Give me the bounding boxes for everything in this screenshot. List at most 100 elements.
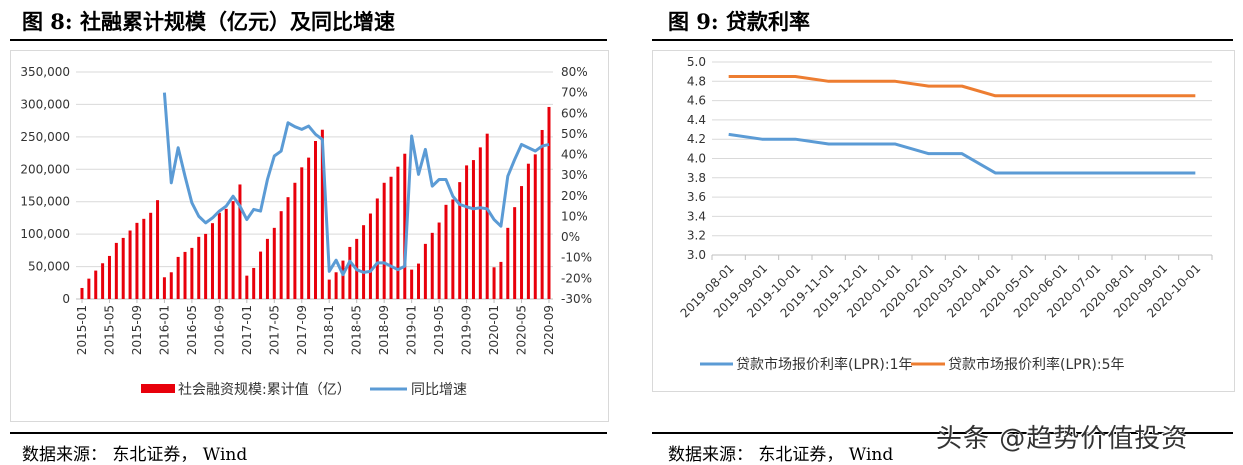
bar [231, 201, 235, 299]
bar [458, 182, 462, 299]
left-chart-frame [10, 50, 609, 422]
x-axis-tick-label: 2016-01 [157, 305, 171, 355]
y-axis-tick-label: 3.6 [687, 190, 706, 204]
bar [272, 227, 276, 299]
bar [444, 204, 448, 299]
legend-label-1y: 贷款市场报价利率(LPR):1年 [736, 356, 913, 373]
bar [437, 222, 441, 299]
bar [142, 218, 146, 299]
x-axis-tick-label: 2017-09 [295, 305, 309, 355]
bar [520, 186, 524, 299]
bar [423, 243, 427, 299]
bar [190, 247, 194, 299]
left-axis-tick-label: 0 [62, 292, 70, 306]
bar [279, 211, 283, 299]
title-divider [652, 39, 1233, 41]
bar [162, 277, 166, 299]
source-divider [652, 432, 1233, 434]
y-axis-tick-label: 3.2 [687, 229, 706, 243]
bar [389, 176, 393, 299]
bar [80, 287, 84, 299]
left-axis-tick-label: 100,000 [20, 227, 70, 241]
lpr-5y-line [728, 74, 1196, 98]
bar [451, 199, 455, 299]
y-axis-tick-label: 4.8 [687, 74, 706, 88]
bar [101, 263, 105, 299]
right-axis-tick-label: 0% [561, 230, 580, 244]
bar [362, 225, 366, 299]
x-axis-tick-label: 2018-09 [377, 305, 391, 355]
right-axis-tick-label: 60% [561, 106, 588, 120]
x-axis-tick-label: 2016-05 [185, 305, 199, 355]
y-axis-tick-label: 4.0 [687, 152, 706, 166]
left-axis-tick-label: 350,000 [20, 65, 70, 79]
bar [204, 233, 208, 299]
legend-label-line: 同比增速 [411, 382, 467, 398]
bar [197, 236, 201, 299]
bar [114, 242, 118, 299]
right-axis-tick-label: 40% [561, 148, 588, 162]
bar [320, 129, 324, 299]
bar [121, 237, 125, 299]
bar [176, 256, 180, 299]
bar [348, 246, 352, 299]
x-axis-tick-label: 2019-01 [405, 305, 419, 355]
bar [430, 232, 434, 299]
bar [156, 200, 160, 299]
x-axis-tick-label: 2015-05 [102, 305, 116, 355]
bar [327, 279, 331, 299]
bar [135, 222, 139, 299]
bar [417, 263, 421, 299]
right-axis-tick-label: -20% [561, 271, 592, 285]
bar [87, 278, 91, 299]
y-axis-tick-label: 5.0 [687, 55, 706, 69]
bar [307, 157, 311, 299]
left-axis-tick-label: 200,000 [20, 162, 70, 176]
bar [485, 133, 489, 299]
bar [499, 261, 503, 299]
left-axis-tick-label: 50,000 [28, 260, 70, 274]
bar [293, 182, 297, 299]
right-figure-title: 图 9: 贷款利率 [668, 9, 810, 34]
bar [224, 208, 228, 299]
x-axis-tick-label: 2020-05 [515, 305, 529, 355]
bar [259, 251, 263, 299]
x-axis-tick-label: 2019-09 [460, 305, 474, 355]
right-axis-tick-label: -30% [561, 292, 592, 306]
x-axis-tick-label: 2017-05 [267, 305, 281, 355]
bar [334, 272, 338, 299]
bar [341, 260, 345, 299]
legend-label-bar: 社会融资规模:累计值（亿） [178, 382, 351, 398]
right-axis-tick-label: 30% [561, 168, 588, 182]
legend-swatch-bar [141, 384, 175, 393]
left-figure-title: 图 8: 社融累计规模（亿元）及同比增速 [22, 9, 395, 34]
legend-label-5y: 贷款市场报价利率(LPR):5年 [948, 356, 1125, 373]
bar [94, 270, 98, 299]
bar [513, 207, 517, 299]
bar [533, 154, 537, 299]
bar [540, 129, 544, 299]
x-axis-tick-label: 2019-05 [432, 305, 446, 355]
y-axis-tick-label: 4.6 [687, 94, 706, 108]
watermark: 头条 @趋势价值投资 [936, 424, 1189, 454]
title-divider [10, 39, 607, 41]
lpr-1y-line [728, 132, 1196, 175]
x-axis-tick-label: 2015-01 [75, 305, 89, 355]
bar [265, 238, 269, 299]
bar [217, 212, 221, 299]
bar [149, 212, 153, 299]
bar [403, 153, 407, 299]
x-axis-tick-label: 2017-01 [240, 305, 254, 355]
bar [252, 267, 256, 299]
growth-line [162, 92, 550, 277]
bar [128, 230, 132, 299]
bar [526, 163, 530, 299]
bar [465, 165, 469, 299]
x-axis-tick-label: 2020-01 [487, 305, 501, 355]
left-axis-tick-label: 150,000 [20, 195, 70, 209]
x-axis-tick-label: 2015-09 [130, 305, 144, 355]
right-axis-tick-label: -10% [561, 251, 592, 265]
bar [396, 166, 400, 299]
left-axis-tick-label: 300,000 [20, 97, 70, 111]
bar [314, 141, 317, 299]
